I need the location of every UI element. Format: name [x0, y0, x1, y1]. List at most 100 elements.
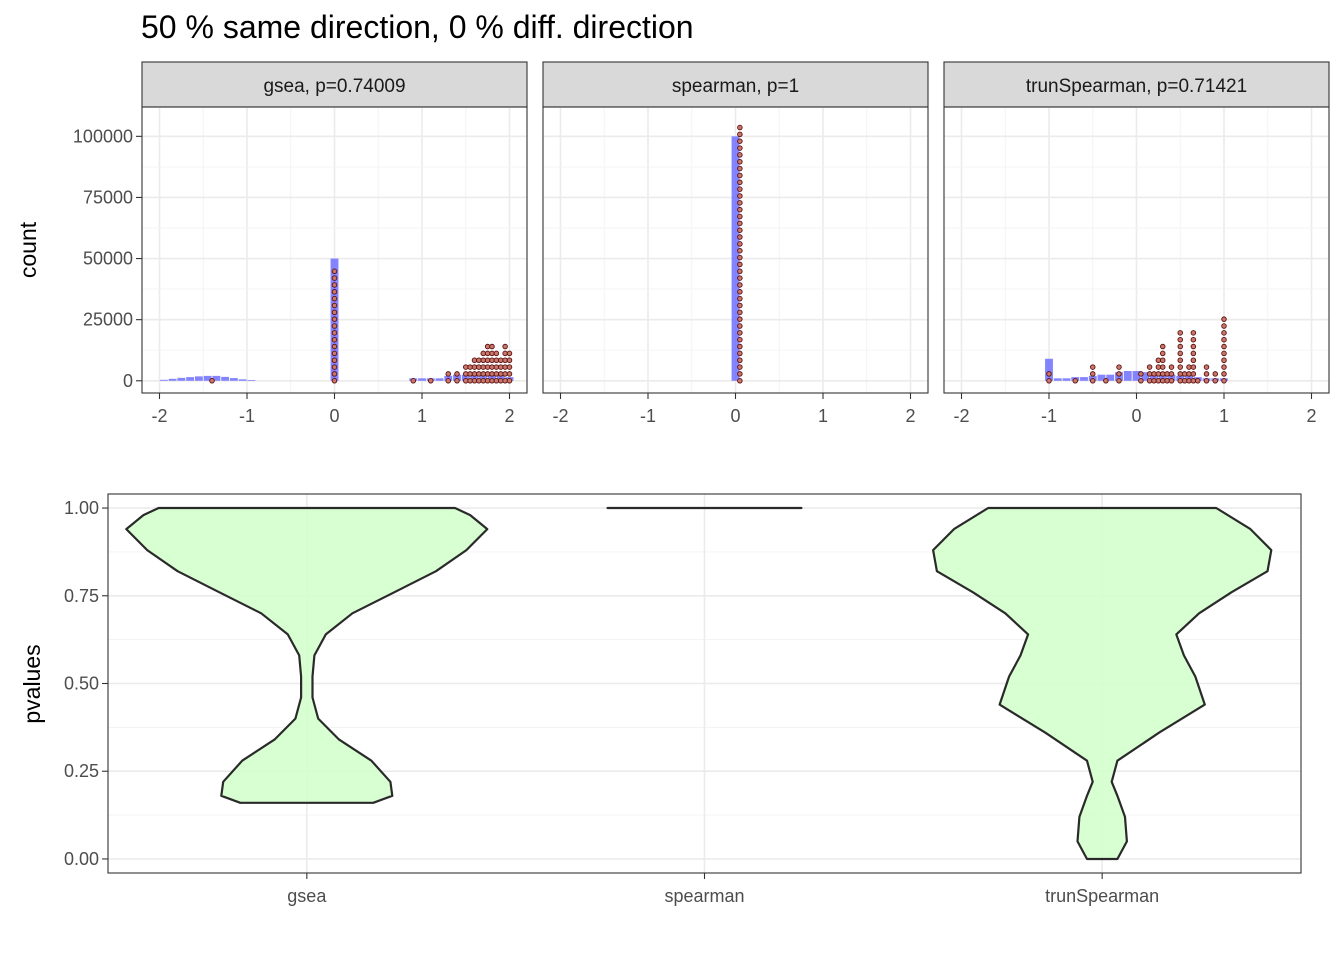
dot-point: [331, 336, 338, 343]
dot-point: [493, 378, 500, 384]
dot-point: [1089, 378, 1096, 384]
dot-point: [498, 364, 504, 370]
dot-point: [737, 220, 743, 227]
dot-point: [737, 165, 743, 172]
dot-point: [737, 152, 743, 158]
dot-point: [476, 364, 482, 370]
histogram-bar: [168, 378, 177, 381]
facet-strip: [542, 61, 929, 108]
dot-point: [1138, 371, 1144, 377]
dot-column: [1168, 364, 1175, 384]
dot-point: [498, 371, 504, 377]
dot-point: [484, 364, 491, 370]
dot-point: [498, 357, 504, 363]
x-tick-label: 1: [417, 406, 427, 426]
dot-point: [484, 371, 491, 377]
dot-point: [1190, 343, 1197, 350]
dot-point: [1194, 378, 1201, 384]
dot-point: [1151, 371, 1157, 377]
dot-point: [1177, 371, 1183, 377]
dot-point: [331, 309, 338, 316]
dot-point: [737, 227, 743, 233]
dot-point: [493, 350, 500, 357]
dot-point: [1159, 378, 1166, 384]
histogram-bar: [1141, 372, 1150, 381]
dot-point: [1116, 378, 1122, 384]
dot-point: [331, 350, 338, 357]
y-tick-label: 0.50: [64, 674, 99, 694]
x-tick-label: 1: [818, 406, 828, 426]
dot-column: [1164, 371, 1170, 384]
dot-point: [1203, 378, 1210, 384]
dot-point: [1146, 378, 1153, 384]
dot-point: [1155, 371, 1162, 377]
dot-point: [467, 378, 473, 384]
dot-column: [498, 357, 504, 384]
dot-point: [471, 371, 478, 377]
dot-point: [476, 371, 482, 377]
x-tick-label: 2: [905, 406, 915, 426]
dot-point: [737, 193, 743, 199]
y-tick-label: 1.00: [64, 498, 99, 518]
dot-point: [471, 364, 478, 370]
dot-point: [737, 378, 743, 384]
dot-point: [737, 295, 743, 302]
dot-point: [506, 350, 513, 357]
histogram-bar: [194, 376, 203, 381]
dot-point: [737, 145, 743, 151]
dot-point: [209, 378, 215, 384]
x-tick-label: 0: [730, 406, 740, 426]
facet-strip: [141, 61, 528, 108]
dot-point: [737, 336, 743, 343]
x-tick-label: trunSpearman: [1045, 886, 1159, 906]
histogram-bar: [1132, 371, 1141, 381]
x-tick-label: -2: [151, 406, 167, 426]
dot-point: [476, 357, 482, 363]
histogram-bar: [203, 375, 212, 381]
dot-column: [1103, 378, 1109, 384]
dot-point: [1116, 364, 1122, 370]
histogram-bar: [453, 374, 461, 381]
dot-column: [1138, 371, 1144, 384]
dot-point: [737, 282, 743, 288]
dot-column: [1212, 371, 1218, 384]
histogram-bar: [221, 376, 230, 381]
dot-point: [737, 131, 743, 138]
dot-point: [493, 364, 500, 370]
dot-point: [737, 206, 743, 213]
dot-point: [454, 378, 460, 384]
x-tick-label: 2: [1306, 406, 1316, 426]
dot-point: [737, 159, 743, 165]
dot-point: [331, 275, 338, 281]
dot-point: [1190, 371, 1197, 377]
y-tick-label: 0.00: [64, 849, 99, 869]
dot-point: [1159, 350, 1166, 357]
dot-point: [1221, 364, 1227, 370]
dot-point: [484, 357, 491, 363]
dot-point: [737, 247, 743, 254]
dot-column: [454, 371, 460, 384]
histogram-bar: [470, 373, 479, 381]
figure-title: 50 % same direction, 0 % diff. direction: [141, 9, 694, 45]
dot-point: [737, 254, 743, 261]
dot-point: [331, 289, 338, 295]
histogram-bar: [1062, 378, 1071, 381]
dot-column: [1089, 364, 1096, 384]
histogram-bar: [1097, 374, 1106, 381]
dot-column: [506, 350, 513, 384]
dot-column: [1116, 364, 1122, 384]
histogram-facets: gsea, p=0.74009-2 -1 0 1 2025000500007500010…: [15, 61, 1330, 426]
x-tick-label: -2: [953, 406, 969, 426]
dot-column: [737, 124, 743, 384]
histogram-bar: [229, 378, 238, 381]
dot-point: [1177, 343, 1183, 350]
x-tick-label: -1: [640, 406, 656, 426]
dot-point: [737, 364, 743, 370]
dot-point: [489, 371, 495, 377]
dot-point: [484, 350, 491, 357]
histogram-bar: [238, 379, 247, 381]
histogram-bar: [418, 378, 426, 381]
dot-point: [1164, 378, 1170, 384]
x-tick-label: 0: [1131, 406, 1141, 426]
y-tick-label: 0.25: [64, 761, 99, 781]
